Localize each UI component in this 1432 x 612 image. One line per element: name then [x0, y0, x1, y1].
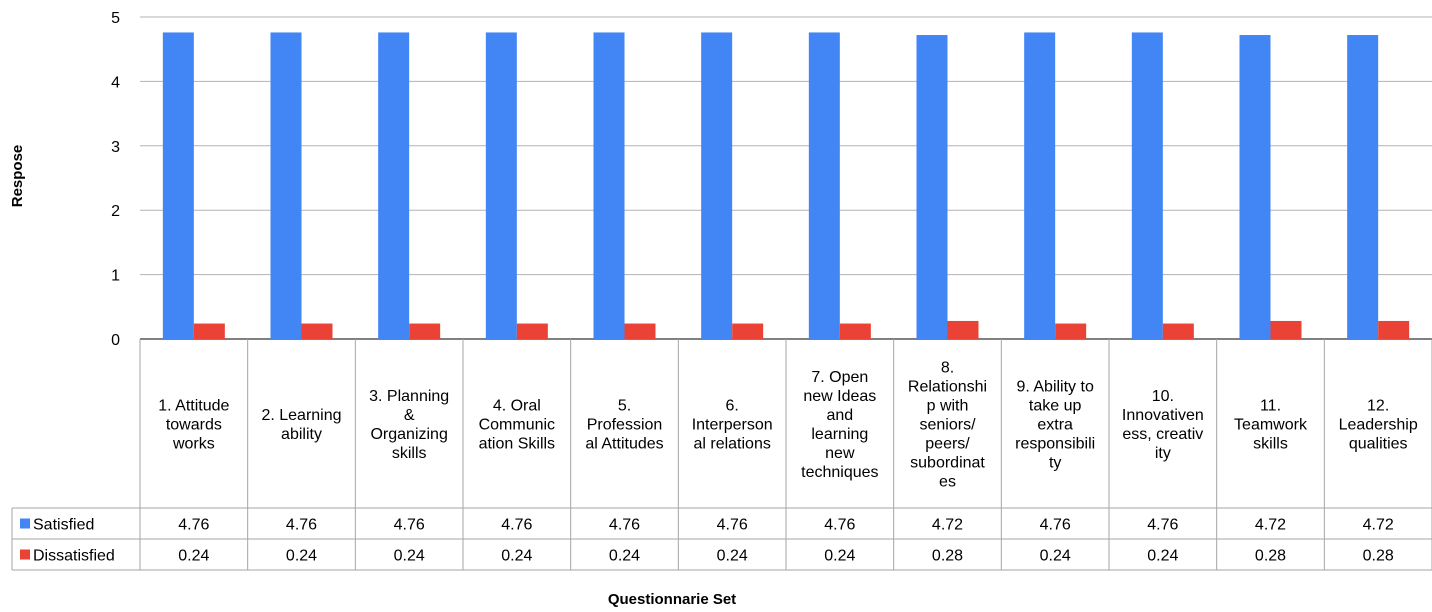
bar-satisfied	[808, 32, 840, 340]
legend-label-satisfied: Satisfied	[33, 517, 94, 534]
data-label-satisfied: 4.76	[717, 517, 748, 534]
bar-satisfied	[701, 32, 733, 340]
y-tick-label: 0	[111, 332, 120, 349]
data-label-satisfied: 4.72	[932, 517, 963, 534]
bar-dissatisfied	[193, 323, 225, 339]
bar-satisfied	[1239, 35, 1271, 339]
data-label-satisfied: 4.76	[178, 517, 209, 534]
data-label-satisfied: 4.76	[394, 517, 425, 534]
bar-dissatisfied	[516, 323, 548, 339]
bar-dissatisfied	[1270, 320, 1302, 339]
category-label: 4. Oral Communic ation Skills	[479, 398, 555, 453]
y-tick-label: 5	[111, 10, 120, 27]
legend-swatch-satisfied	[20, 518, 30, 529]
data-label-dissatisfied: 0.24	[286, 548, 317, 565]
bar-satisfied	[916, 35, 948, 339]
y-tick-label: 3	[111, 139, 120, 156]
data-label-satisfied: 4.72	[1255, 517, 1286, 534]
data-label-dissatisfied: 0.24	[824, 548, 855, 565]
bar-dissatisfied	[1162, 323, 1194, 339]
category-label: 2. Learning ability	[261, 407, 341, 443]
data-label-dissatisfied: 0.24	[717, 548, 748, 565]
category-label: 6. Interperson al relations	[692, 398, 773, 453]
data-label-dissatisfied: 0.24	[394, 548, 425, 565]
data-label-satisfied: 4.76	[1147, 517, 1178, 534]
data-table: 1. Attitude towards works 2. Learning abilit…	[11, 339, 1432, 571]
bar-satisfied	[162, 32, 194, 340]
bar-satisfied	[378, 32, 410, 340]
bar-satisfied	[1131, 32, 1163, 340]
data-label-dissatisfied: 0.28	[932, 548, 963, 565]
bar-dissatisfied	[624, 323, 656, 339]
category-label: 7. Open new Ideas and learning new techniques	[801, 369, 878, 481]
y-tick-label: 4	[111, 74, 120, 91]
bar-satisfied	[270, 32, 302, 340]
data-label-dissatisfied: 0.28	[1363, 548, 1394, 565]
x-axis-title: Questionnarie Set	[608, 591, 736, 607]
category-label: 12. Leadership qualities	[1339, 398, 1418, 453]
y-axis-title: Respose	[9, 145, 26, 208]
bar-dissatisfied	[732, 323, 764, 339]
axes: 0 1 2 3 4 5	[111, 10, 120, 349]
data-label-dissatisfied: 0.28	[1255, 548, 1286, 565]
category-label: 11. Teamwork skills	[1234, 398, 1308, 453]
bar-satisfied	[1024, 32, 1056, 340]
data-label-satisfied: 4.72	[1363, 517, 1394, 534]
category-label: 10. Innovativen ess, creativ ity	[1122, 388, 1204, 462]
bar-dissatisfied	[1055, 323, 1087, 339]
bar-dissatisfied	[839, 323, 871, 339]
gridlines	[140, 16, 1432, 340]
bar-satisfied	[593, 32, 625, 340]
bar-dissatisfied	[947, 320, 979, 339]
category-label: 5. Profession al Attitudes	[585, 398, 663, 453]
data-label-dissatisfied: 0.24	[609, 548, 640, 565]
bar-satisfied	[485, 32, 517, 340]
bars	[162, 32, 1410, 340]
bar-dissatisfied	[301, 323, 333, 339]
data-label-dissatisfied: 0.24	[178, 548, 209, 565]
category-label: 1. Attitude towards works	[158, 398, 229, 453]
data-label-satisfied: 4.76	[1040, 517, 1071, 534]
legend-label-dissatisfied: Dissatisfied	[33, 548, 115, 565]
legend-swatch-dissatisfied	[20, 549, 30, 560]
category-label: 3. Planning & Organizing skills	[369, 388, 449, 462]
data-label-dissatisfied: 0.24	[501, 548, 532, 565]
data-label-dissatisfied: 0.24	[1147, 548, 1178, 565]
category-label: 8. Relationshi p with seniors/peers/subordi…	[908, 360, 987, 491]
category-label: 9. Ability to take up extra responsibili ty	[1015, 379, 1095, 472]
y-tick-label: 1	[111, 268, 120, 285]
data-label-satisfied: 4.76	[824, 517, 855, 534]
bar-satisfied	[1347, 35, 1379, 339]
bar-dissatisfied	[409, 323, 441, 339]
y-tick-label: 2	[111, 203, 120, 220]
bar-dissatisfied	[1378, 320, 1410, 339]
data-label-satisfied: 4.76	[609, 517, 640, 534]
data-label-satisfied: 4.76	[286, 517, 317, 534]
data-label-satisfied: 4.76	[501, 517, 532, 534]
data-label-dissatisfied: 0.24	[1040, 548, 1071, 565]
